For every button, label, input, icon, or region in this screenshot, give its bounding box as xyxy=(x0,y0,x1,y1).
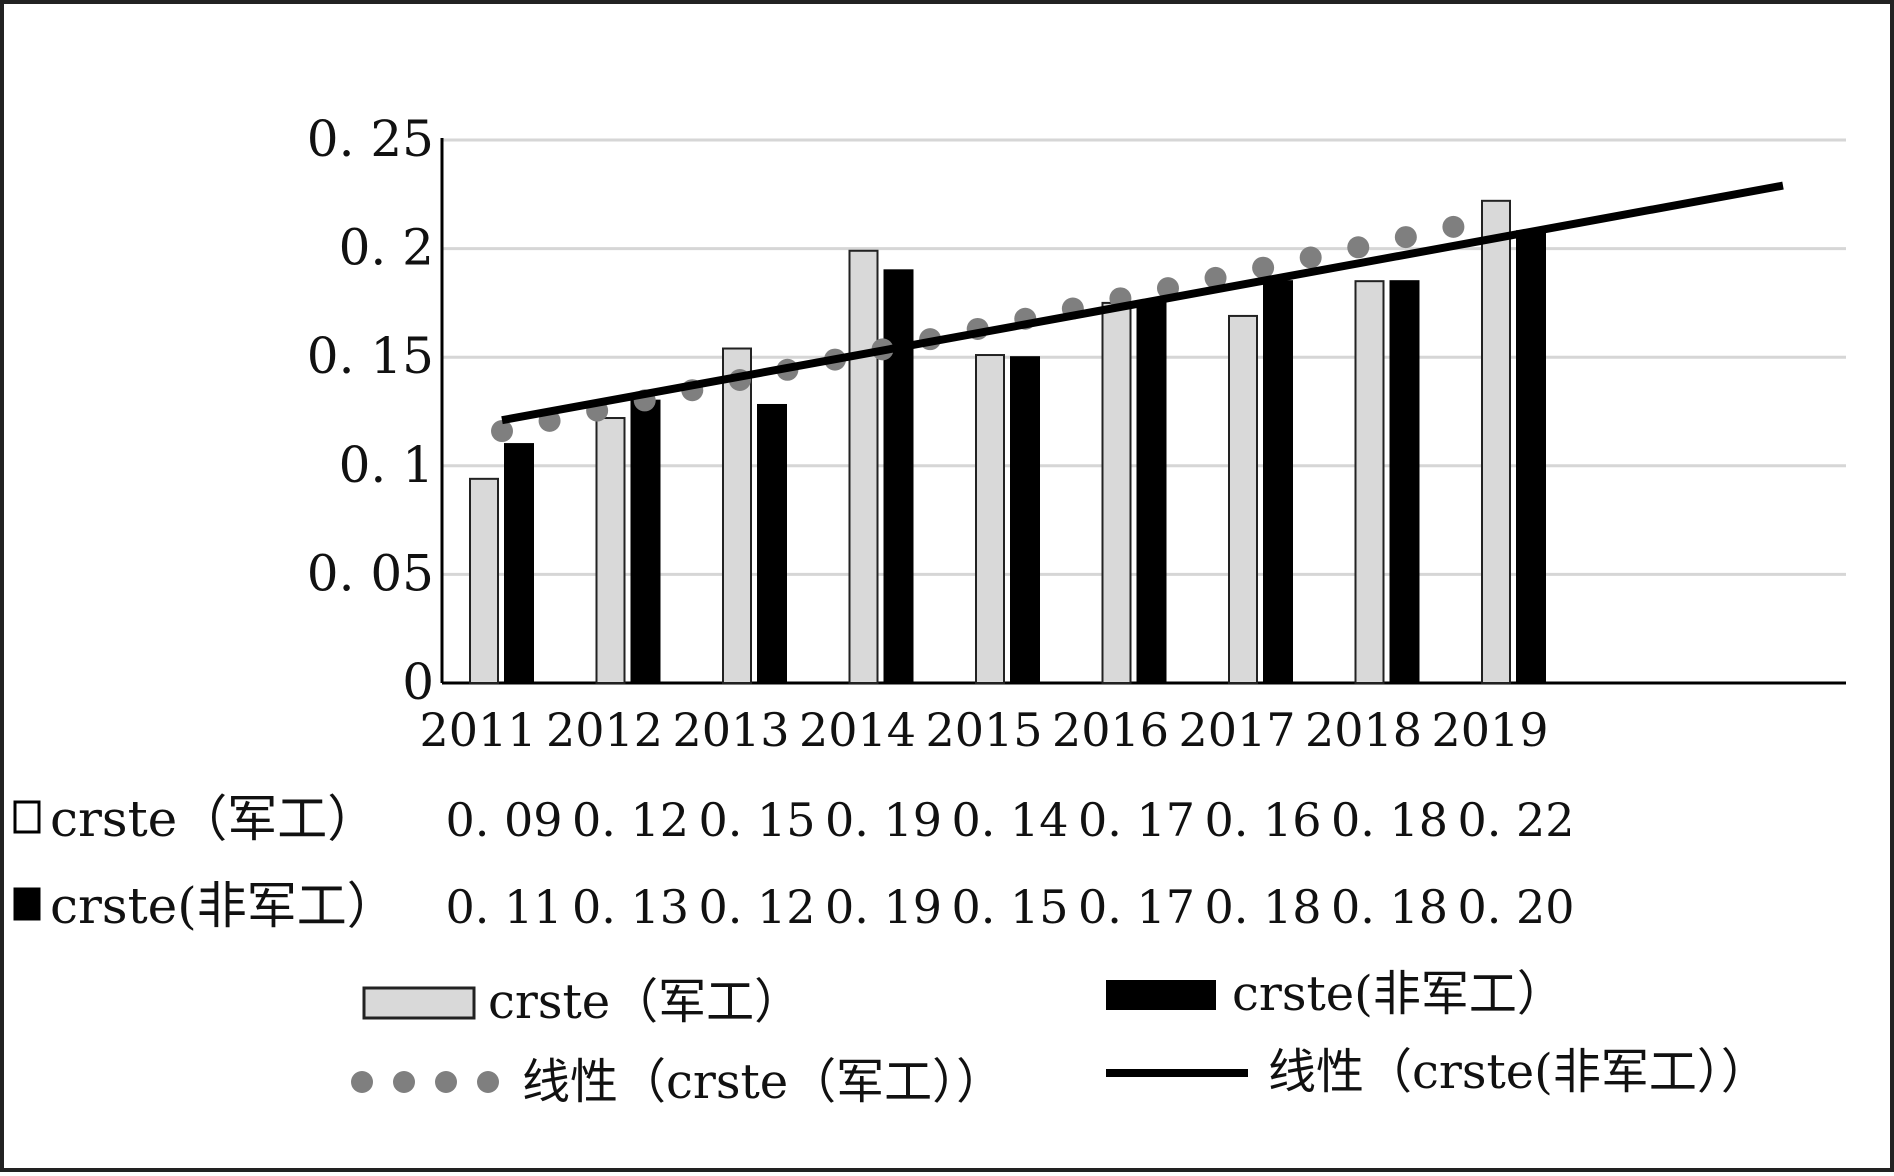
legend-label-junggong-trend: 线性（crste（军工）） xyxy=(522,1054,1004,1110)
legend-label-fei-junggong: crste(非军工） xyxy=(1232,966,1565,1022)
y-tick-labels: 0 0. 05 0. 1 0. 15 0. 2 0. 25 xyxy=(307,110,434,711)
bar-junggong xyxy=(975,354,1005,684)
trendline-junggong-dot xyxy=(1442,215,1465,238)
bar-junggong xyxy=(722,347,752,684)
bar-junggong xyxy=(1354,280,1385,684)
table-cell: 0. 18 xyxy=(1331,793,1448,847)
table-cell: 0. 18 xyxy=(1204,880,1321,934)
bar-junggong xyxy=(848,249,879,684)
table-row-label: crste（军工） xyxy=(50,790,377,848)
trendline-junggong-dot xyxy=(1347,236,1370,259)
legend-swatch-junggong-trend-dot xyxy=(393,1071,415,1093)
table-cell: 0. 19 xyxy=(825,880,942,934)
bar-junggong xyxy=(1481,199,1511,684)
bar-fei-junggong xyxy=(1389,280,1420,684)
y-tick-label: 0. 2 xyxy=(339,219,434,277)
trendline-junggong-dot xyxy=(1204,266,1227,289)
table-swatch-fei-junggong xyxy=(13,887,41,921)
y-tick-label: 0. 1 xyxy=(339,436,434,494)
x-tick-label: 2012 xyxy=(546,703,663,757)
legend-label-junggong: crste（军工） xyxy=(488,974,802,1030)
x-tick-label: 2011 xyxy=(419,703,536,757)
x-tick-label: 2019 xyxy=(1431,703,1548,757)
table-cell: 0. 17 xyxy=(1078,880,1195,934)
table-cell: 0. 12 xyxy=(698,880,815,934)
legend-swatch-junggong-bar xyxy=(362,986,476,1020)
table-cell: 0. 13 xyxy=(572,880,689,934)
x-tick-label: 2015 xyxy=(925,703,1042,757)
x-tick-label: 2016 xyxy=(1052,703,1169,757)
bar-fei-junggong xyxy=(757,403,787,684)
table-swatch-junggong xyxy=(13,800,41,834)
bar-fei-junggong xyxy=(504,443,534,684)
table-cell: 0. 14 xyxy=(951,793,1068,847)
bar-junggong xyxy=(1228,314,1258,684)
legend-swatch-fei-junggong-bar xyxy=(1106,980,1216,1010)
legend: crste（军工） crste(非军工） 线性（crste（军工）） 线性（crste… xyxy=(351,966,1769,1110)
trendline-junggong-dot xyxy=(1394,226,1417,249)
table-cell: 0. 17 xyxy=(1078,793,1195,847)
x-tick-label: 2014 xyxy=(799,703,916,757)
data-table: crste（军工） 0. 09 0. 12 0. 15 0. 19 0. 14 0. 17 0… xyxy=(13,790,1575,935)
legend-swatch-junggong-trend-dot xyxy=(435,1071,457,1093)
trendline-fei-junggong xyxy=(501,181,1784,425)
legend-swatch-junggong-trend-dot xyxy=(351,1071,373,1093)
bar-fei-junggong xyxy=(630,399,661,684)
bar-junggong xyxy=(469,477,499,684)
x-tick-label: 2018 xyxy=(1305,703,1422,757)
bar-fei-junggong xyxy=(883,269,914,684)
legend-swatch-junggong-trend-dot xyxy=(477,1071,499,1093)
table-cell: 0. 18 xyxy=(1331,880,1448,934)
bar-fei-junggong xyxy=(1263,280,1293,684)
table-cell: 0. 12 xyxy=(572,793,689,847)
y-tick-label: 0 xyxy=(402,653,434,711)
y-tick-label: 0. 15 xyxy=(307,327,434,385)
trendlines xyxy=(491,181,1784,443)
bar-fei-junggong xyxy=(1136,301,1167,684)
table-cell: 0. 19 xyxy=(825,793,942,847)
trendline-junggong-dot xyxy=(1252,256,1275,279)
table-cell: 0. 15 xyxy=(951,880,1068,934)
x-tick-label: 2013 xyxy=(672,703,789,757)
table-cell: 0. 15 xyxy=(698,793,815,847)
x-tick-labels: 2011 2012 2013 2014 2015 2016 2017 2018 2019 xyxy=(419,703,1548,757)
legend-label-fei-junggong-trend: 线性（crste(非军工）） xyxy=(1268,1044,1769,1100)
y-tick-label: 0. 25 xyxy=(307,110,434,168)
table-cell: 0. 16 xyxy=(1204,793,1321,847)
bars xyxy=(469,199,1546,684)
table-row-label: crste(非军工） xyxy=(50,877,397,935)
bar-fei-junggong xyxy=(1010,356,1040,684)
y-tick-label: 0. 05 xyxy=(307,544,434,602)
table-cell: 0. 20 xyxy=(1457,880,1574,934)
table-cell: 0. 09 xyxy=(445,793,562,847)
bar-fei-junggong xyxy=(1516,230,1546,684)
trendline-junggong-dot xyxy=(491,420,513,443)
x-tick-label: 2017 xyxy=(1178,703,1295,757)
bar-junggong xyxy=(1101,301,1132,684)
table-cell: 0. 11 xyxy=(445,880,562,934)
table-cell: 0. 22 xyxy=(1457,793,1574,847)
trendline-junggong-dot xyxy=(1299,246,1322,269)
bar-junggong xyxy=(595,417,626,684)
